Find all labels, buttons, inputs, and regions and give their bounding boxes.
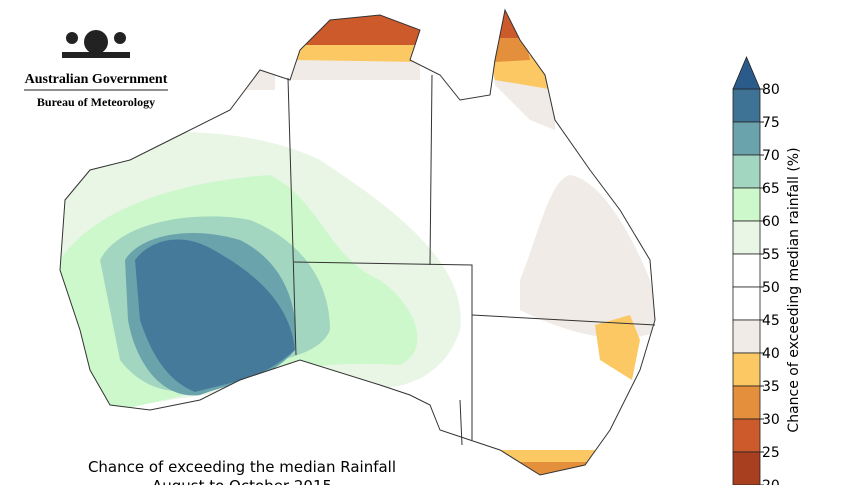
region	[135, 239, 295, 392]
colorbar-tick-label: 60	[762, 214, 780, 230]
colorbar-bin	[732, 352, 761, 387]
colorbar-tick-label: 40	[762, 346, 780, 362]
colorbar-bin	[732, 121, 761, 156]
colorbar-tick-label: 70	[762, 148, 780, 164]
org-name: Australian Government	[25, 72, 168, 87]
region	[230, 60, 275, 90]
crest	[62, 30, 130, 58]
colorbar-bin	[732, 253, 761, 288]
colorbar-bin	[732, 154, 761, 189]
colorbar-tick-label: 20	[762, 478, 780, 485]
colorbar-bin	[732, 385, 761, 420]
region	[495, 35, 530, 62]
region	[595, 315, 640, 380]
colorbar-bin	[732, 187, 761, 222]
colorbar-tick-label: 75	[762, 115, 780, 131]
region	[300, 10, 420, 45]
colorbar-tick-label: 25	[762, 445, 780, 461]
colorbar-tick-label: 80	[762, 82, 780, 98]
state-borders	[287, 74, 656, 446]
colorbar-bin	[732, 319, 761, 354]
colorbar-bin	[732, 88, 761, 123]
colorbar-bin	[732, 286, 761, 321]
map-subtitle: August to October 2015	[152, 477, 332, 485]
colorbar-label: Chance of exceeding median rainfall (%)	[786, 147, 802, 432]
colorbar-bin	[732, 418, 761, 453]
colorbar: 80 75 70 65 60 55 50 45 40 35 30 25 20	[732, 55, 780, 485]
colorbar-tick-label: 30	[762, 412, 780, 428]
agency-name: Bureau of Meteorology	[37, 95, 155, 109]
region	[520, 175, 655, 339]
colorbar-tick-label: 35	[762, 379, 780, 395]
map-title: Chance of exceeding the median Rainfall	[88, 458, 396, 476]
colorbar-tick-label: 45	[762, 313, 780, 329]
colorbar-bin	[732, 220, 761, 255]
colorbar-bin	[732, 451, 761, 485]
colorbar-extend	[732, 55, 761, 90]
colorbar-tick-label: 65	[762, 181, 780, 197]
colorbar-tick-label: 50	[762, 280, 780, 296]
colorbar-tick-label: 55	[762, 247, 780, 263]
region	[497, 10, 525, 38]
region	[440, 462, 600, 475]
